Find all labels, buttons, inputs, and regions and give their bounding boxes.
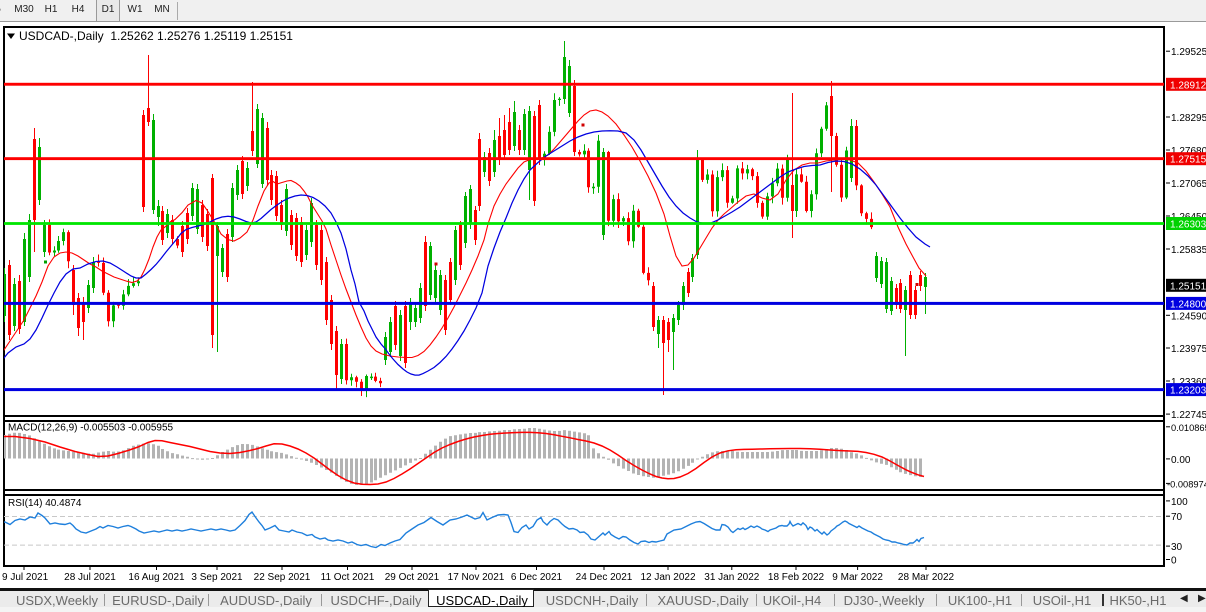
- svg-text:1.24800: 1.24800: [1170, 299, 1206, 310]
- svg-text:70: 70: [1171, 512, 1183, 523]
- svg-text:-0.008974: -0.008974: [1167, 479, 1206, 489]
- svg-text:USDCAD-,Daily 1.25262 1.25276: USDCAD-,Daily 1.25262 1.25276 1.25119 1.…: [19, 29, 293, 43]
- svg-text:11 Oct 2021: 11 Oct 2021: [321, 572, 375, 583]
- svg-text:MACD(12,26,9) -0.005503 -0.005: MACD(12,26,9) -0.005503 -0.005955: [8, 423, 174, 434]
- svg-text:100: 100: [1171, 497, 1188, 508]
- svg-text:1.28912: 1.28912: [1170, 80, 1206, 91]
- svg-text:1.28295: 1.28295: [1171, 113, 1206, 124]
- svg-text:30: 30: [1171, 542, 1183, 553]
- svg-text:1.23975: 1.23975: [1171, 344, 1206, 355]
- svg-text:9 Mar 2022: 9 Mar 2022: [832, 572, 883, 583]
- svg-text:24 Dec 2021: 24 Dec 2021: [576, 572, 633, 583]
- svg-text:0.00: 0.00: [1171, 455, 1191, 466]
- svg-text:22 Sep 2021: 22 Sep 2021: [254, 572, 311, 583]
- svg-text:1.25151: 1.25151: [1170, 281, 1206, 292]
- svg-text:0.010865: 0.010865: [1171, 423, 1206, 433]
- svg-text:0: 0: [1171, 556, 1177, 567]
- svg-text:28 Jul 2021: 28 Jul 2021: [64, 572, 116, 583]
- svg-text:1.26303: 1.26303: [1170, 220, 1206, 231]
- svg-text:6 Dec 2021: 6 Dec 2021: [511, 572, 563, 583]
- svg-text:29 Oct 2021: 29 Oct 2021: [385, 572, 440, 583]
- svg-text:28 Mar 2022: 28 Mar 2022: [898, 572, 955, 583]
- svg-text:9 Jul 2021: 9 Jul 2021: [2, 572, 49, 583]
- svg-text:1.23360: 1.23360: [1171, 377, 1206, 388]
- svg-text:1.22745: 1.22745: [1171, 410, 1206, 421]
- svg-text:16 Aug 2021: 16 Aug 2021: [128, 572, 185, 583]
- svg-text:12 Jan 2022: 12 Jan 2022: [640, 572, 695, 583]
- svg-text:1.29525: 1.29525: [1171, 47, 1206, 58]
- svg-text:1.23203: 1.23203: [1170, 386, 1206, 397]
- svg-text:RSI(14) 40.4874: RSI(14) 40.4874: [8, 498, 82, 509]
- svg-text:17 Nov 2021: 17 Nov 2021: [448, 572, 505, 583]
- svg-text:1.27515: 1.27515: [1170, 155, 1206, 166]
- svg-text:1.24590: 1.24590: [1171, 311, 1206, 322]
- svg-text:1.27680: 1.27680: [1171, 146, 1206, 157]
- svg-text:1.25835: 1.25835: [1171, 245, 1206, 256]
- svg-text:3 Sep 2021: 3 Sep 2021: [191, 572, 243, 583]
- svg-text:1.27065: 1.27065: [1171, 179, 1206, 190]
- svg-text:18 Feb 2022: 18 Feb 2022: [768, 572, 825, 583]
- svg-text:31 Jan 2022: 31 Jan 2022: [704, 572, 759, 583]
